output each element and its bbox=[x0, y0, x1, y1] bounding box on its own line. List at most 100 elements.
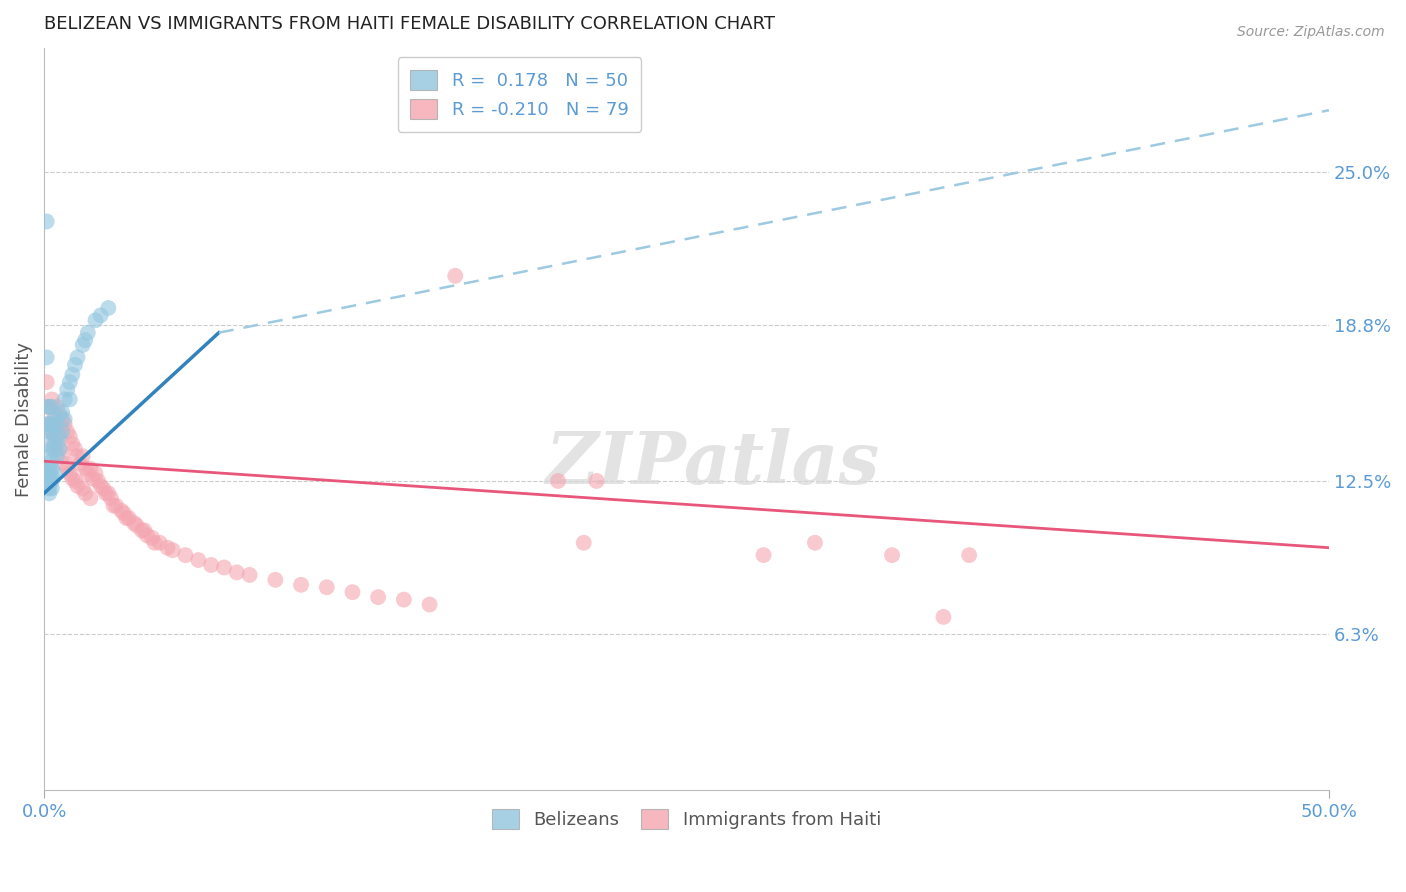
Point bbox=[156, 541, 179, 555]
Point bbox=[48, 429, 70, 443]
Point bbox=[44, 407, 66, 421]
Point bbox=[290, 578, 312, 592]
Point bbox=[48, 407, 70, 421]
Point bbox=[35, 214, 58, 228]
Point bbox=[122, 516, 145, 530]
Point bbox=[44, 442, 66, 456]
Point bbox=[41, 425, 63, 439]
Point bbox=[44, 429, 66, 443]
Point bbox=[44, 467, 66, 481]
Point bbox=[38, 417, 60, 431]
Point bbox=[392, 592, 415, 607]
Point bbox=[38, 482, 60, 496]
Point bbox=[41, 400, 63, 414]
Point bbox=[141, 531, 163, 545]
Point bbox=[56, 425, 79, 439]
Point bbox=[38, 474, 60, 488]
Point bbox=[41, 474, 63, 488]
Point bbox=[63, 358, 86, 372]
Point bbox=[134, 524, 156, 538]
Point bbox=[174, 548, 197, 562]
Point bbox=[66, 479, 89, 493]
Point bbox=[59, 375, 82, 389]
Point bbox=[75, 333, 97, 347]
Point bbox=[60, 368, 83, 382]
Point bbox=[212, 560, 235, 574]
Point bbox=[41, 442, 63, 456]
Point bbox=[59, 467, 82, 481]
Point bbox=[38, 425, 60, 439]
Point bbox=[118, 511, 141, 525]
Point bbox=[41, 425, 63, 439]
Text: Source: ZipAtlas.com: Source: ZipAtlas.com bbox=[1237, 25, 1385, 39]
Point bbox=[38, 437, 60, 451]
Point bbox=[41, 392, 63, 407]
Point bbox=[79, 461, 101, 475]
Point bbox=[72, 482, 94, 496]
Point bbox=[264, 573, 287, 587]
Point bbox=[38, 486, 60, 500]
Point bbox=[131, 524, 153, 538]
Point bbox=[66, 449, 89, 463]
Point bbox=[38, 461, 60, 475]
Point bbox=[38, 467, 60, 481]
Point bbox=[90, 309, 112, 323]
Point bbox=[41, 454, 63, 468]
Point bbox=[53, 412, 76, 426]
Point bbox=[41, 482, 63, 496]
Point bbox=[162, 543, 184, 558]
Point bbox=[41, 417, 63, 431]
Point bbox=[932, 610, 955, 624]
Point bbox=[41, 469, 63, 483]
Point bbox=[547, 474, 569, 488]
Point bbox=[41, 461, 63, 475]
Point bbox=[63, 474, 86, 488]
Point bbox=[51, 449, 73, 463]
Point bbox=[63, 442, 86, 456]
Point bbox=[56, 461, 79, 475]
Point bbox=[46, 437, 69, 451]
Point bbox=[44, 412, 66, 426]
Point bbox=[444, 268, 467, 283]
Point bbox=[143, 535, 166, 549]
Point bbox=[225, 566, 247, 580]
Point bbox=[115, 511, 138, 525]
Point bbox=[239, 567, 262, 582]
Point bbox=[880, 548, 903, 562]
Point bbox=[90, 479, 112, 493]
Point bbox=[51, 425, 73, 439]
Point bbox=[100, 491, 122, 506]
Point bbox=[53, 392, 76, 407]
Point bbox=[46, 449, 69, 463]
Point bbox=[46, 400, 69, 414]
Point bbox=[53, 417, 76, 431]
Point bbox=[48, 442, 70, 456]
Point bbox=[44, 437, 66, 451]
Point bbox=[72, 338, 94, 352]
Point bbox=[38, 400, 60, 414]
Point bbox=[59, 392, 82, 407]
Point bbox=[38, 400, 60, 414]
Point bbox=[82, 471, 104, 485]
Y-axis label: Female Disability: Female Disability bbox=[15, 342, 32, 497]
Point bbox=[112, 506, 135, 520]
Point bbox=[51, 412, 73, 426]
Point bbox=[105, 499, 128, 513]
Point bbox=[38, 449, 60, 463]
Point bbox=[135, 528, 157, 542]
Point bbox=[91, 482, 114, 496]
Point bbox=[46, 429, 69, 443]
Point bbox=[76, 326, 98, 340]
Point bbox=[46, 417, 69, 431]
Point bbox=[585, 474, 607, 488]
Point bbox=[342, 585, 364, 599]
Point bbox=[56, 383, 79, 397]
Point bbox=[97, 301, 120, 315]
Point bbox=[48, 417, 70, 431]
Point bbox=[75, 461, 97, 475]
Point bbox=[84, 467, 107, 481]
Point bbox=[72, 449, 94, 463]
Point bbox=[35, 400, 58, 414]
Point bbox=[804, 535, 827, 549]
Point bbox=[419, 598, 441, 612]
